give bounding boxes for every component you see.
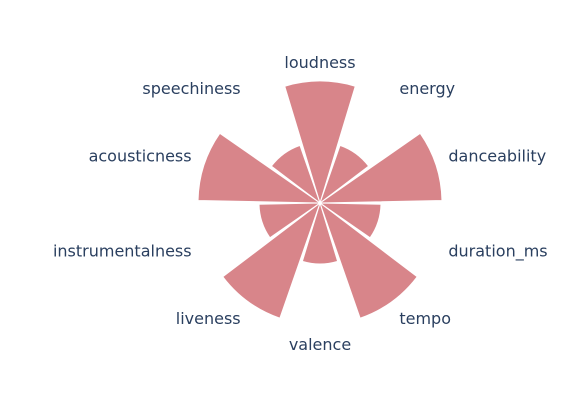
bar-instrumentalness xyxy=(258,202,322,239)
bar-valence xyxy=(301,201,339,265)
bar-energy xyxy=(318,144,370,205)
label-instrumentalness: instrumentalness xyxy=(53,242,192,261)
label-duration_ms: duration_ms xyxy=(448,242,547,262)
label-loudness: loudness xyxy=(284,53,355,72)
labels-layer: loudness energy danceability duration_mstem… xyxy=(53,53,548,354)
bar-duration_ms xyxy=(318,202,382,239)
label-speechiness: speechiness xyxy=(142,79,240,98)
label-valence: valence xyxy=(289,335,351,354)
bar-tempo xyxy=(318,201,418,319)
wedges-layer xyxy=(197,80,443,319)
label-energy: energy xyxy=(399,79,455,98)
label-tempo: tempo xyxy=(399,309,451,328)
bar-loudness xyxy=(284,80,356,205)
label-liveness: liveness xyxy=(176,309,241,328)
label-acousticness: acousticness xyxy=(89,146,192,165)
bar-acousticness xyxy=(197,132,322,204)
label-danceability: danceability xyxy=(448,146,546,165)
bar-liveness xyxy=(222,201,322,319)
bar-danceability xyxy=(318,132,443,204)
bar-speechiness xyxy=(270,144,322,205)
